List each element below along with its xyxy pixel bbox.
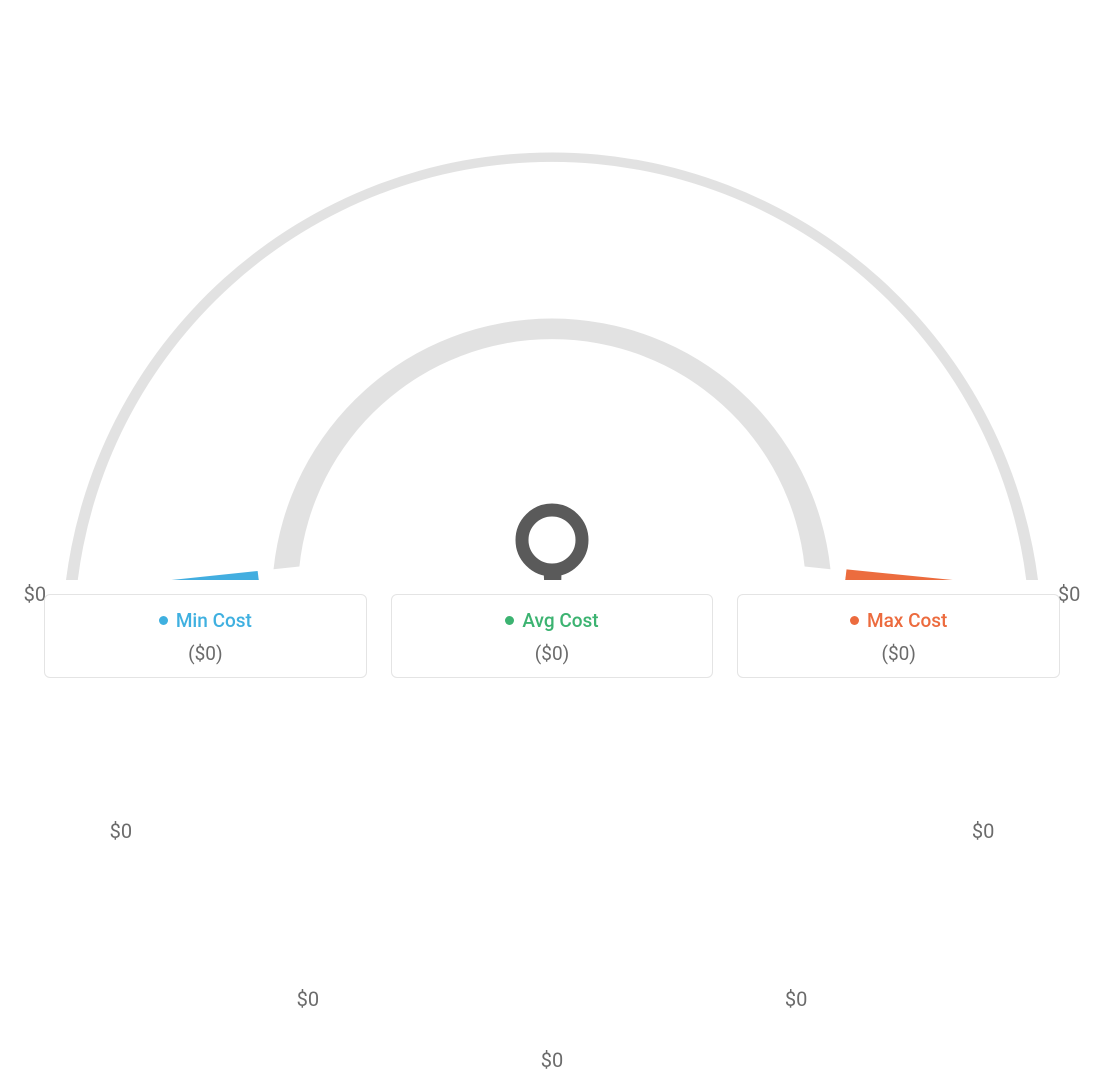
legend-label-min: Min Cost (176, 609, 252, 632)
legend-card-max: Max Cost ($0) (737, 594, 1060, 678)
legend-value-max: ($0) (748, 642, 1049, 665)
legend-title-avg: Avg Cost (505, 609, 598, 632)
gauge-chart (0, 0, 1104, 580)
legend-label-max: Max Cost (867, 609, 947, 632)
legend-card-avg: Avg Cost ($0) (391, 594, 714, 678)
legend-title-min: Min Cost (159, 609, 252, 632)
gauge-tick-label: $0 (972, 819, 994, 843)
gauge-tick-label: $0 (297, 987, 319, 1011)
legend-label-avg: Avg Cost (522, 609, 598, 632)
cost-gauge-infographic: $0$0$0$0$0$0$0 Min Cost ($0) Avg Cost ($… (0, 0, 1104, 690)
legend-title-max: Max Cost (850, 609, 947, 632)
legend-value-avg: ($0) (402, 642, 703, 665)
legend-dot-max (850, 616, 859, 625)
legend-row: Min Cost ($0) Avg Cost ($0) Max Cost ($0… (0, 594, 1104, 678)
legend-dot-min (159, 616, 168, 625)
legend-value-min: ($0) (55, 642, 356, 665)
gauge-tick-label: $0 (110, 819, 132, 843)
legend-card-min: Min Cost ($0) (44, 594, 367, 678)
legend-dot-avg (505, 616, 514, 625)
gauge-tick-label: $0 (785, 987, 807, 1011)
gauge-area: $0$0$0$0$0$0$0 (0, 0, 1104, 580)
gauge-tick-label: $0 (541, 1048, 563, 1072)
